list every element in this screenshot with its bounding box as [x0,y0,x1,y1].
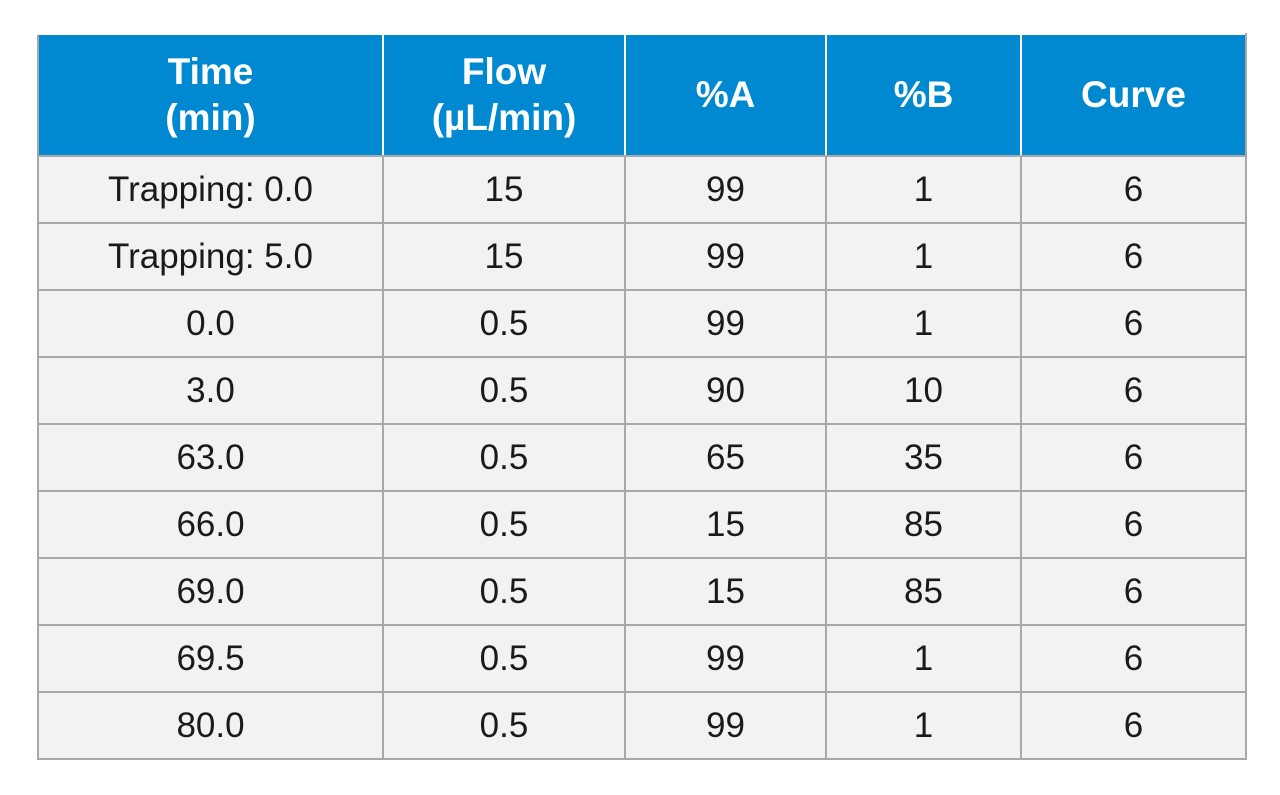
cell-time: Trapping: 5.0 [37,222,384,291]
cell-time: 0.0 [37,289,384,358]
cell-percent-a: 15 [624,557,827,626]
cell-flow: 0.5 [382,289,626,358]
cell-curve: 6 [1020,490,1247,559]
cell-time: 3.0 [37,356,384,425]
cell-percent-a: 99 [624,624,827,693]
header-percent-a-label: %A [695,74,756,115]
cell-percent-b: 85 [825,557,1022,626]
header-percent-a: %A [624,33,827,157]
header-row: Time (min) Flow (µL/min) %A %B Curve [37,33,1247,157]
table-row: 80.0 0.5 99 1 6 [37,691,1247,760]
cell-percent-b: 35 [825,423,1022,492]
cell-time: 63.0 [37,423,384,492]
cell-curve: 6 [1020,289,1247,358]
cell-curve: 6 [1020,222,1247,291]
cell-percent-b: 1 [825,289,1022,358]
header-percent-b-label: %B [893,74,954,115]
table-row: Trapping: 0.0 15 99 1 6 [37,155,1247,224]
cell-flow: 15 [382,155,626,224]
header-flow-line1: Flow [461,51,547,92]
header-percent-b: %B [825,33,1022,157]
cell-percent-a: 90 [624,356,827,425]
cell-flow: 0.5 [382,691,626,760]
cell-curve: 6 [1020,624,1247,693]
cell-flow: 0.5 [382,624,626,693]
cell-flow: 0.5 [382,356,626,425]
table-row: 3.0 0.5 90 10 6 [37,356,1247,425]
header-time-line2: (min) [165,97,256,138]
cell-flow: 0.5 [382,423,626,492]
table-row: 69.5 0.5 99 1 6 [37,624,1247,693]
cell-percent-b: 85 [825,490,1022,559]
cell-percent-a: 99 [624,289,827,358]
table-row: Trapping: 5.0 15 99 1 6 [37,222,1247,291]
cell-curve: 6 [1020,557,1247,626]
cell-flow: 15 [382,222,626,291]
header-curve-label: Curve [1081,74,1186,115]
cell-time: 80.0 [37,691,384,760]
cell-percent-b: 10 [825,356,1022,425]
cell-curve: 6 [1020,691,1247,760]
header-curve: Curve [1020,33,1247,157]
cell-curve: 6 [1020,423,1247,492]
cell-percent-b: 1 [825,155,1022,224]
cell-percent-a: 99 [624,222,827,291]
cell-curve: 6 [1020,356,1247,425]
cell-flow: 0.5 [382,557,626,626]
cell-curve: 6 [1020,155,1247,224]
gradient-table-container: Time (min) Flow (µL/min) %A %B Curve [37,33,1247,760]
cell-percent-a: 65 [624,423,827,492]
cell-time: 66.0 [37,490,384,559]
gradient-table: Time (min) Flow (µL/min) %A %B Curve [37,33,1247,760]
header-flow: Flow (µL/min) [382,33,626,157]
cell-percent-b: 1 [825,624,1022,693]
cell-time: Trapping: 0.0 [37,155,384,224]
cell-percent-a: 99 [624,691,827,760]
cell-percent-a: 15 [624,490,827,559]
table-header: Time (min) Flow (µL/min) %A %B Curve [37,33,1247,157]
cell-percent-a: 99 [624,155,827,224]
header-time-line1: Time [167,51,254,92]
table-row: 0.0 0.5 99 1 6 [37,289,1247,358]
cell-percent-b: 1 [825,222,1022,291]
table-row: 69.0 0.5 15 85 6 [37,557,1247,626]
table-row: 66.0 0.5 15 85 6 [37,490,1247,559]
header-flow-line2: (µL/min) [431,97,577,138]
cell-time: 69.0 [37,557,384,626]
cell-flow: 0.5 [382,490,626,559]
header-time: Time (min) [37,33,384,157]
cell-percent-b: 1 [825,691,1022,760]
table-body: Trapping: 0.0 15 99 1 6 Trapping: 5.0 15… [37,155,1247,760]
cell-time: 69.5 [37,624,384,693]
table-row: 63.0 0.5 65 35 6 [37,423,1247,492]
